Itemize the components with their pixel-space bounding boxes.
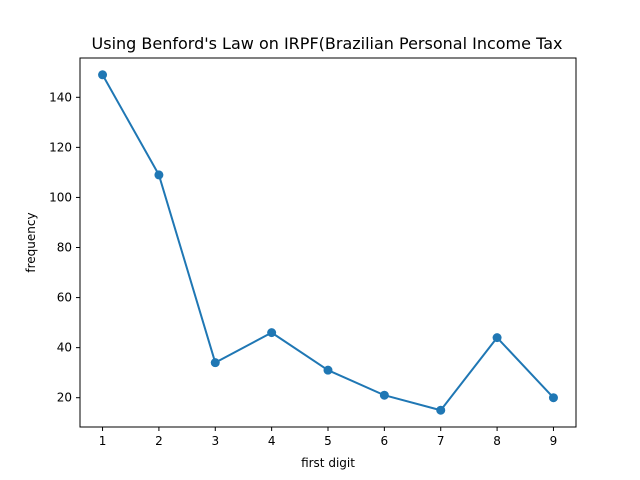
data-point	[379, 390, 389, 400]
data-point	[98, 70, 108, 80]
y-tick-label: 100	[49, 190, 72, 204]
data-point	[267, 328, 277, 338]
x-tick-label: 3	[211, 434, 219, 448]
y-tick-label: 60	[57, 291, 72, 305]
x-tick-label: 2	[155, 434, 163, 448]
y-tick-label: 80	[57, 241, 72, 255]
x-tick-label: 1	[99, 434, 107, 448]
y-tick-label: 140	[49, 90, 72, 104]
x-tick-label: 7	[437, 434, 445, 448]
series-layer	[98, 70, 558, 415]
x-axis-label: first digit	[301, 456, 355, 470]
x-tick-label: 5	[324, 434, 332, 448]
y-axis-label: frequency	[24, 212, 38, 272]
series-line	[101, 74, 555, 412]
y-tick-label: 20	[57, 391, 72, 405]
chart-title: Using Benford's Law on IRPF(Brazilian Pe…	[92, 34, 563, 53]
x-tick-label: 8	[493, 434, 501, 448]
x-tick-label: 9	[550, 434, 558, 448]
data-point	[492, 333, 502, 343]
x-axis-ticks: 1 2 3 4 5 6 7 8 9	[99, 427, 558, 448]
data-point	[548, 393, 558, 403]
x-tick-label: 4	[268, 434, 276, 448]
data-point	[323, 365, 333, 375]
data-point	[154, 170, 164, 180]
x-tick-label: 6	[381, 434, 389, 448]
y-tick-label: 40	[57, 341, 72, 355]
data-point	[436, 405, 446, 415]
y-tick-label: 120	[49, 140, 72, 154]
y-axis-ticks: 20 40 60 80 100 120 140	[49, 90, 80, 405]
data-point	[210, 358, 220, 368]
